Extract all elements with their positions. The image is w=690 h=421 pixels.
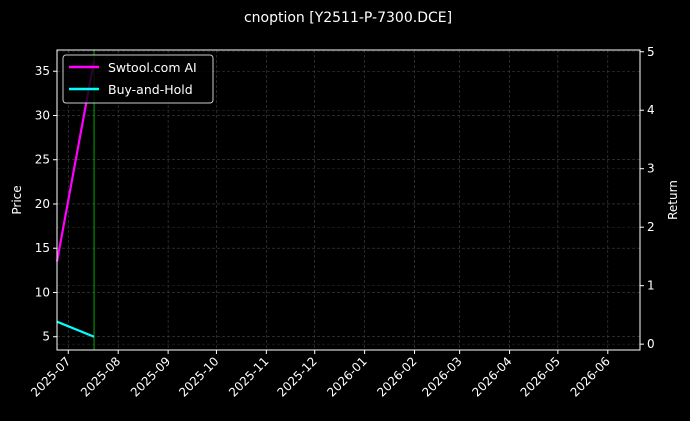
y2-tick-label: 2 <box>647 220 655 234</box>
x-tick-label: 2025-11 <box>226 354 271 399</box>
x-tick-label: 2026-02 <box>374 354 419 399</box>
x-tick-label: 2026-05 <box>518 354 563 399</box>
x-tick-label: 2025-09 <box>128 354 173 399</box>
y-tick-label: 35 <box>35 64 50 78</box>
y2-tick-label: 4 <box>647 103 655 117</box>
x-tick-label: 2025-07 <box>28 354 73 399</box>
plot-frame <box>56 49 641 351</box>
y-axis-label: Price <box>10 185 24 214</box>
y2-tick-label: 1 <box>647 279 655 293</box>
x-tick-label: 2026-01 <box>324 354 369 399</box>
y2-axis-label: Return <box>666 180 680 220</box>
x-tick-label: 2025-08 <box>78 354 123 399</box>
x-tick-label: 2025-10 <box>176 354 221 399</box>
series-line-buy-and-hold <box>56 320 95 338</box>
legend: Swtool.com AI Buy-and-Hold <box>62 54 214 104</box>
y2-tick-label: 3 <box>647 162 655 176</box>
y-tick-label: 25 <box>35 153 50 167</box>
legend-label-ai: Swtool.com AI <box>108 60 197 75</box>
x-tick-label: 2025-12 <box>274 354 319 399</box>
x-tick-label: 2026-06 <box>568 354 613 399</box>
y-tick-label: 10 <box>35 285 50 299</box>
grid <box>57 50 640 350</box>
y-tick-label: 30 <box>35 108 50 122</box>
y-tick-label: 15 <box>35 241 50 255</box>
legend-label-bh: Buy-and-Hold <box>108 82 193 97</box>
x-tick-label: 2026-04 <box>469 354 514 399</box>
legend-box <box>62 54 214 104</box>
y2-tick-label: 0 <box>647 337 655 351</box>
x-tick-label: 2026-03 <box>419 354 464 399</box>
y-tick-label: 5 <box>42 330 50 344</box>
y2-tick-label: 5 <box>647 45 655 59</box>
chart-title: cnoption [Y2511-P-7300.DCE] <box>244 10 452 26</box>
y-tick-label: 20 <box>35 197 50 211</box>
